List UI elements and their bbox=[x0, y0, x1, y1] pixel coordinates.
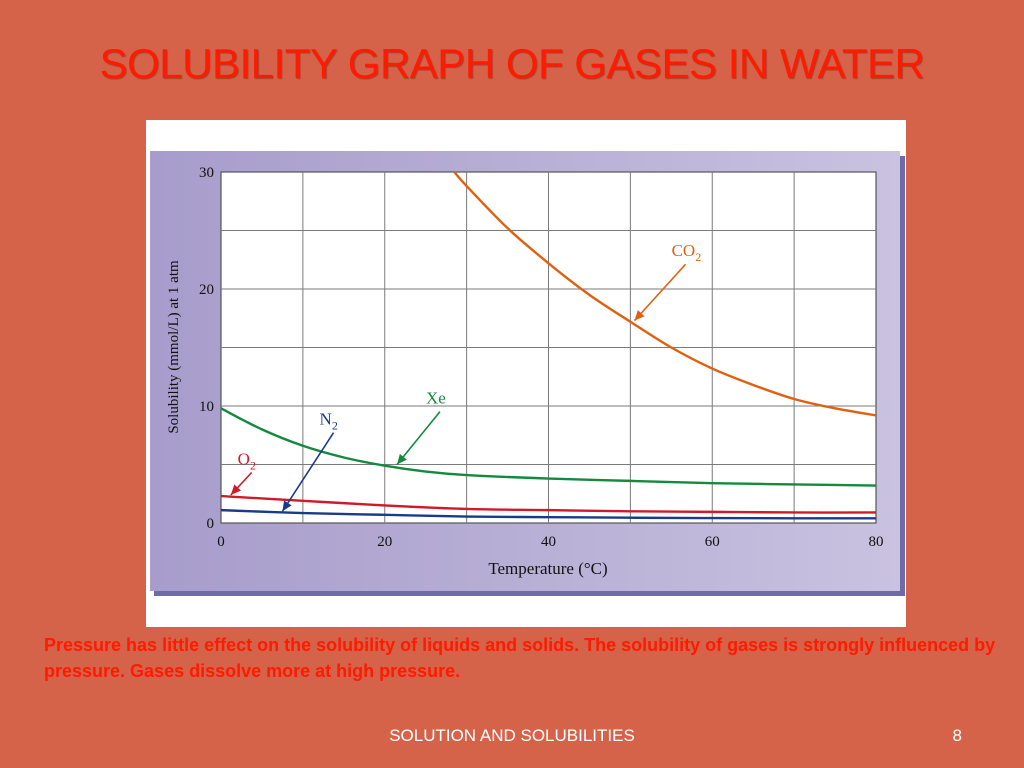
annotation-arrowhead bbox=[282, 500, 292, 512]
annotation-arrowhead bbox=[634, 310, 645, 321]
annotation-arrowhead bbox=[230, 484, 241, 495]
x-tick-label: 0 bbox=[217, 534, 225, 550]
y-tick-label: 30 bbox=[199, 165, 214, 181]
series-label: N2 bbox=[320, 410, 338, 433]
annotation-arrow bbox=[396, 411, 441, 466]
y-tick-label: 0 bbox=[207, 516, 215, 532]
x-axis-label: Temperature (°C) bbox=[488, 559, 607, 578]
series-label-subscript: 2 bbox=[332, 419, 338, 433]
series-label: Xe bbox=[426, 389, 446, 408]
slide-title: SOLUBILITY GRAPH OF GASES IN WATER bbox=[99, 40, 925, 87]
y-tick-label: 10 bbox=[199, 399, 214, 415]
series-line-o2 bbox=[220, 494, 877, 514]
series-label-name: CO bbox=[672, 241, 696, 260]
annotation-arrowhead bbox=[397, 453, 407, 465]
y-axis-label: Solubility (mmol/L) at 1 atm bbox=[166, 260, 182, 434]
x-tick-label: 20 bbox=[377, 534, 392, 550]
series-label-name: N bbox=[320, 410, 332, 429]
caption-text: Pressure has little effect on the solubi… bbox=[44, 635, 996, 681]
footer-title: SOLUTION AND SOLUBILITIES bbox=[389, 726, 635, 745]
x-tick-label: 40 bbox=[541, 534, 556, 550]
series-line-xe bbox=[220, 407, 877, 487]
series-label-name: Xe bbox=[426, 389, 446, 408]
x-tick-label: 80 bbox=[869, 534, 884, 550]
chart-figure: 0 20 40 60 80 0 10 20 30 CO2 Xe N2 O2 Temperature (… bbox=[146, 120, 906, 627]
page-number: 8 bbox=[952, 726, 962, 745]
series-lines bbox=[220, 171, 877, 520]
series-line-co2 bbox=[453, 171, 877, 417]
tick-labels: 0 20 40 60 80 0 10 20 30 bbox=[199, 165, 884, 550]
series-line-n2 bbox=[220, 508, 877, 520]
series-label-subscript: 2 bbox=[695, 250, 701, 264]
y-tick-label: 20 bbox=[199, 282, 214, 298]
series-label-name: O bbox=[238, 450, 250, 469]
grid bbox=[221, 172, 876, 523]
annotation-arrow bbox=[281, 432, 335, 512]
x-tick-label: 60 bbox=[705, 534, 720, 550]
annotation-arrow bbox=[633, 263, 687, 322]
series-label: CO2 bbox=[672, 241, 702, 264]
series-label-subscript: 2 bbox=[250, 459, 256, 473]
series-label: O2 bbox=[238, 450, 256, 473]
